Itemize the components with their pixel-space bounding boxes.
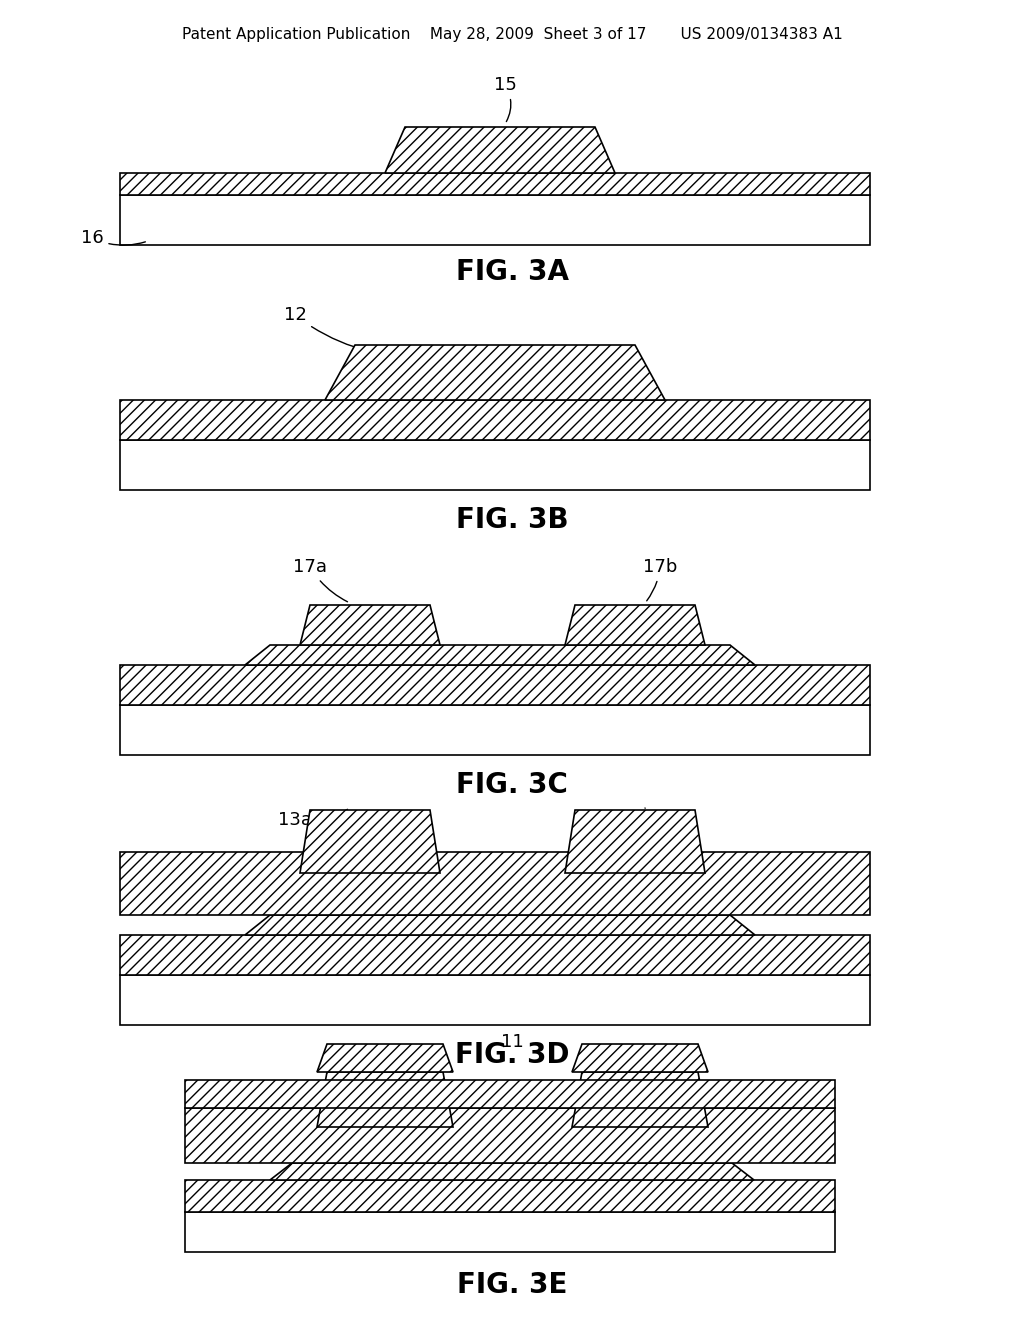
Polygon shape bbox=[317, 1072, 453, 1127]
Polygon shape bbox=[565, 605, 705, 645]
Polygon shape bbox=[385, 127, 615, 173]
Polygon shape bbox=[245, 645, 755, 665]
Polygon shape bbox=[572, 1044, 708, 1072]
Polygon shape bbox=[300, 605, 440, 645]
Text: Patent Application Publication    May 28, 2009  Sheet 3 of 17       US 2009/0134: Patent Application Publication May 28, 2… bbox=[181, 28, 843, 42]
Polygon shape bbox=[565, 810, 705, 873]
Polygon shape bbox=[572, 1127, 708, 1163]
Text: FIG. 3A: FIG. 3A bbox=[456, 257, 568, 286]
Text: 16: 16 bbox=[81, 228, 145, 247]
Text: FIG. 3C: FIG. 3C bbox=[456, 771, 568, 799]
Bar bbox=[120, 400, 870, 440]
Polygon shape bbox=[300, 810, 440, 873]
Polygon shape bbox=[317, 1044, 453, 1072]
Text: 17a: 17a bbox=[293, 558, 347, 602]
Text: FIG. 3E: FIG. 3E bbox=[457, 1271, 567, 1299]
Bar bbox=[120, 935, 870, 975]
Text: FIG. 3B: FIG. 3B bbox=[456, 506, 568, 535]
Text: 17b: 17b bbox=[643, 558, 677, 601]
Bar bbox=[120, 195, 870, 246]
Text: 11: 11 bbox=[501, 1034, 523, 1051]
Text: 13a: 13a bbox=[278, 809, 347, 829]
Text: 15: 15 bbox=[494, 77, 516, 121]
Bar bbox=[120, 665, 870, 705]
Polygon shape bbox=[565, 873, 705, 915]
Bar bbox=[120, 440, 870, 490]
Bar bbox=[120, 975, 870, 1026]
Polygon shape bbox=[300, 873, 440, 915]
Bar bbox=[185, 1107, 835, 1163]
Bar bbox=[185, 1080, 835, 1107]
Bar bbox=[185, 1180, 835, 1212]
Bar bbox=[185, 1212, 835, 1251]
Bar bbox=[120, 851, 870, 915]
Text: 12: 12 bbox=[284, 306, 432, 356]
Polygon shape bbox=[245, 915, 755, 935]
Polygon shape bbox=[270, 1163, 754, 1180]
Text: 13b: 13b bbox=[643, 808, 677, 829]
Bar bbox=[120, 705, 870, 755]
Polygon shape bbox=[325, 345, 665, 400]
Polygon shape bbox=[317, 1127, 453, 1163]
Polygon shape bbox=[572, 1072, 708, 1127]
Text: FIG. 3D: FIG. 3D bbox=[455, 1041, 569, 1069]
Bar bbox=[120, 173, 870, 195]
